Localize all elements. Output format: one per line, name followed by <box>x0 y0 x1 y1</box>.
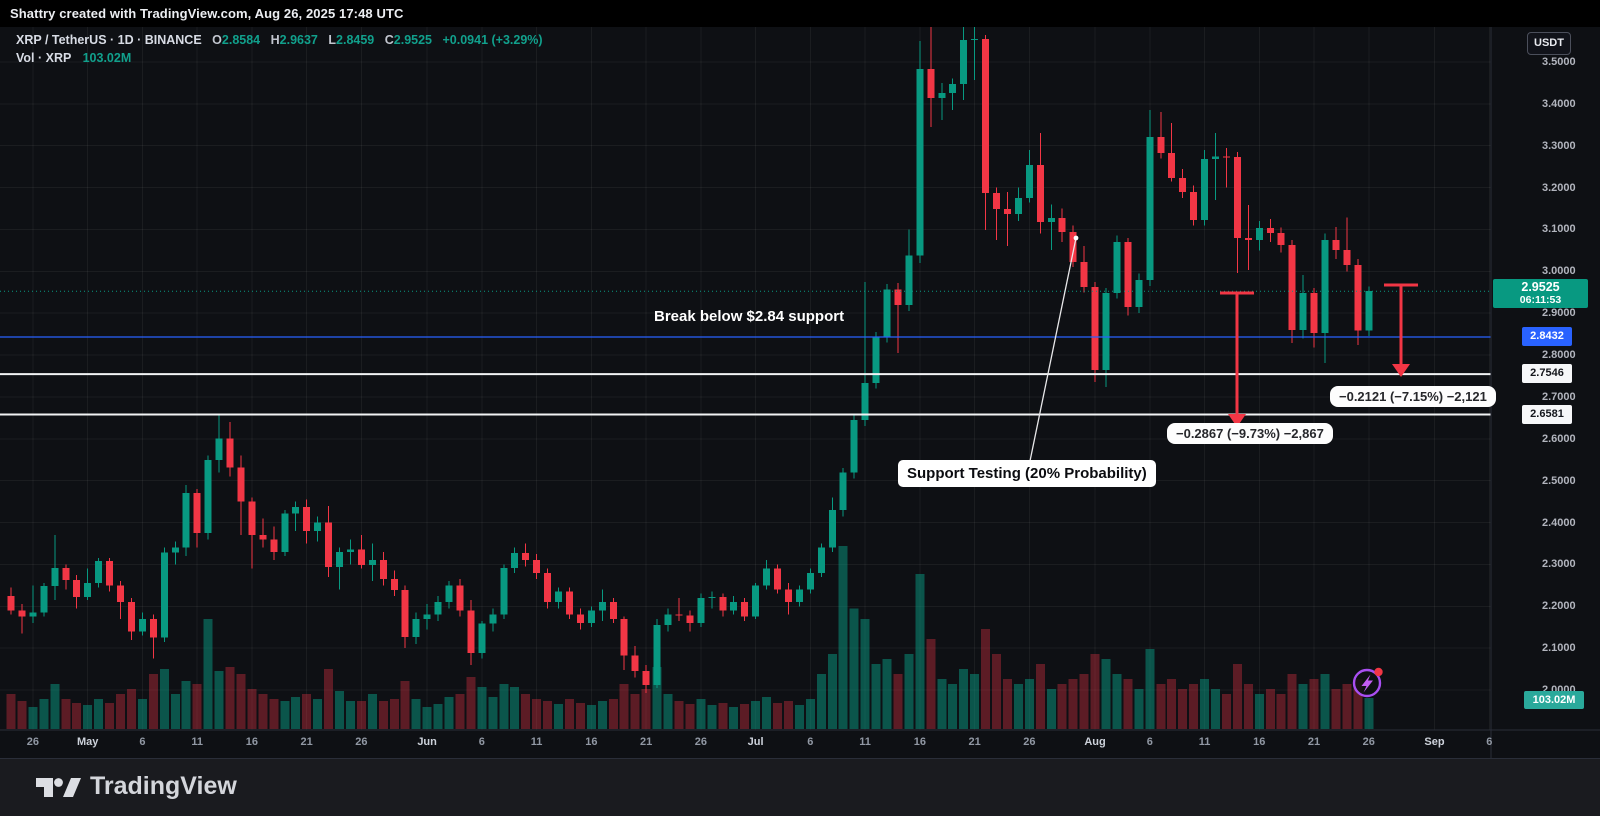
time-tick-label: 26 <box>355 736 368 748</box>
time-tick-label: 21 <box>639 736 653 748</box>
low-value: 2.8459 <box>336 33 375 47</box>
time-tick-label: 16 <box>1253 736 1266 748</box>
time-tick-label: 11 <box>530 736 543 748</box>
watermark-bar: Shattry created with TradingView.com, Au… <box>0 0 1600 27</box>
time-tick-label: 6 <box>1486 736 1493 748</box>
change-value: +0.0941 (+3.29%) <box>442 33 543 47</box>
price-tick-label: 3.2000 <box>1542 181 1576 194</box>
volume-label: Vol · XRP <box>16 51 72 65</box>
time-tick-label: 6 <box>807 736 814 748</box>
price-tick-label: 2.9000 <box>1542 307 1576 320</box>
time-tick-label: 21 <box>968 736 981 748</box>
time-tick-label: Jul <box>747 736 764 748</box>
volume-axis-label: 103.02M <box>1524 691 1584 709</box>
price-tick-label: 2.4000 <box>1542 516 1576 529</box>
lightning-bolt <box>1361 674 1373 693</box>
price-tick-label: 2.7000 <box>1542 390 1576 403</box>
time-tick-label: Sep <box>1424 736 1445 748</box>
time-tick-label: 11 <box>1198 736 1211 748</box>
time-tick-label: 26 <box>694 736 707 748</box>
time-tick-label: 26 <box>1362 736 1375 748</box>
open-label: O <box>212 33 222 47</box>
alert-price-label[interactable]: 2.8432 <box>1522 327 1572 346</box>
time-tick-label: Jun <box>417 736 437 748</box>
time-tick-label: 6 <box>1146 736 1153 748</box>
price-tick-label: 2.2000 <box>1542 600 1576 613</box>
footer-bar <box>0 758 1600 816</box>
price-tick-label: 3.4000 <box>1542 97 1576 110</box>
measurement-label-2[interactable]: −0.2121 (−7.15%) −2,121 <box>1330 386 1496 407</box>
symbol-title[interactable]: XRP / TetherUS · 1D · BINANCE <box>16 33 202 47</box>
time-tick-label: 6 <box>139 736 146 748</box>
support-level-label-1[interactable]: 2.7546 <box>1522 364 1572 383</box>
open-value: 2.8584 <box>221 33 261 47</box>
time-tick-label: 16 <box>585 736 598 748</box>
tradingview-logo-text[interactable]: TradingView <box>90 772 237 800</box>
volume-series <box>6 545 1374 729</box>
time-tick-label: 16 <box>245 736 259 748</box>
close-value: 2.9525 <box>393 33 432 47</box>
close-label: C <box>384 33 394 47</box>
break-support-annotation[interactable]: Break below $2.84 support <box>654 308 845 325</box>
time-tick-label: 26 <box>1023 736 1036 748</box>
last-price-value: 2.9525 <box>1521 280 1560 294</box>
measurement-label-1[interactable]: −0.2867 (−9.73%) −2,867 <box>1167 423 1333 444</box>
notification-dot <box>1374 667 1383 677</box>
lightning-icon[interactable] <box>1350 663 1390 703</box>
tradingview-logo-icon[interactable] <box>36 774 86 802</box>
last-price-label[interactable]: 2.9525 06:11:53 <box>1493 279 1588 308</box>
symbol-legend[interactable]: XRP / TetherUS · 1D · BINANCE O2.8584 H2… <box>16 33 543 47</box>
price-tick-label: 3.5000 <box>1542 56 1576 68</box>
time-tick-label: Aug <box>1084 736 1106 748</box>
measure-arrow-2[interactable] <box>1384 283 1418 377</box>
time-tick-label: 16 <box>913 736 926 748</box>
price-tick-label: 3.0000 <box>1542 265 1576 278</box>
currency-toggle-button[interactable]: USDT <box>1527 32 1571 55</box>
watermark-text: Shattry created with TradingView.com, Au… <box>10 6 404 21</box>
callout-pointer-line <box>1029 237 1077 462</box>
time-tick-label: 21 <box>300 736 313 748</box>
volume-legend[interactable]: Vol · XRP 103.02M <box>16 51 131 65</box>
price-tick-label: 2.5000 <box>1542 474 1576 487</box>
price-tick-label: 2.6000 <box>1542 432 1576 445</box>
support-level-label-2[interactable]: 2.6581 <box>1522 405 1572 424</box>
high-label: H <box>270 33 280 47</box>
candle-series <box>7 26 1373 693</box>
support-testing-callout[interactable]: Support Testing (20% Probability) <box>898 460 1156 487</box>
price-tick-label: 3.3000 <box>1542 139 1576 152</box>
price-tick-label: 2.8000 <box>1542 349 1576 362</box>
time-tick-label: 6 <box>478 736 485 748</box>
time-tick-label: 26 <box>26 736 40 748</box>
callout-pointer-dot <box>1073 235 1079 241</box>
volume-value: 103.02M <box>82 51 132 65</box>
high-value: 2.9637 <box>279 33 318 47</box>
price-tick-label: 2.3000 <box>1542 558 1576 571</box>
time-tick-label: 11 <box>191 736 203 748</box>
price-tick-label: 3.1000 <box>1542 223 1576 236</box>
low-label: L <box>328 33 337 47</box>
time-tick-label: 21 <box>1307 736 1321 748</box>
time-tick-label: 11 <box>859 736 871 748</box>
bar-countdown: 06:11:53 <box>1519 294 1562 306</box>
measure-arrow-1[interactable] <box>1220 291 1254 427</box>
time-tick-label: May <box>76 736 99 748</box>
price-tick-label: 2.1000 <box>1542 642 1576 655</box>
